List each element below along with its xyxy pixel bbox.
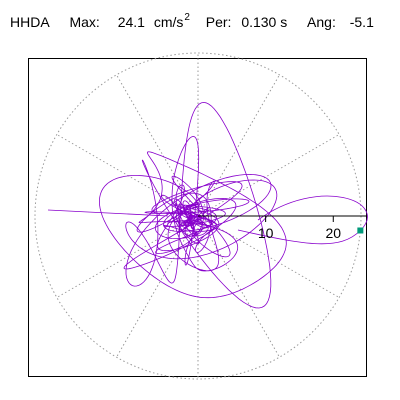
ang-value: -5.1 [349, 14, 374, 30]
trace-layer [47, 101, 368, 309]
peak-marker [357, 227, 364, 234]
motion-trace [98, 101, 287, 309]
max-unit-exponent: 2 [184, 12, 190, 23]
station-code: HHDA [10, 14, 50, 30]
grid-spoke [56, 134, 199, 217]
grid-spoke [56, 215, 199, 298]
grid-spoke [197, 74, 280, 217]
axis-tick-label: 10 [258, 225, 274, 241]
ang-label: Ang: [307, 14, 336, 30]
grid-spoke [116, 74, 199, 217]
west-excursion [47, 209, 169, 217]
max-unit: cm/s [153, 14, 184, 30]
header: HHDA Max: 24.1 cm/s2 Per: 0.130 s Ang: -… [10, 12, 374, 30]
per-label: Per: [205, 14, 232, 30]
grid-spoke [197, 215, 280, 358]
axis-layer: 10 20 [198, 215, 366, 241]
max-value: 24.1 [117, 14, 145, 30]
per-value: 0.130 s [241, 14, 288, 30]
grid-spoke [197, 134, 340, 217]
max-label: Max: [69, 14, 100, 30]
axis-tick-label: 20 [325, 225, 341, 241]
grid-spoke [116, 215, 199, 358]
